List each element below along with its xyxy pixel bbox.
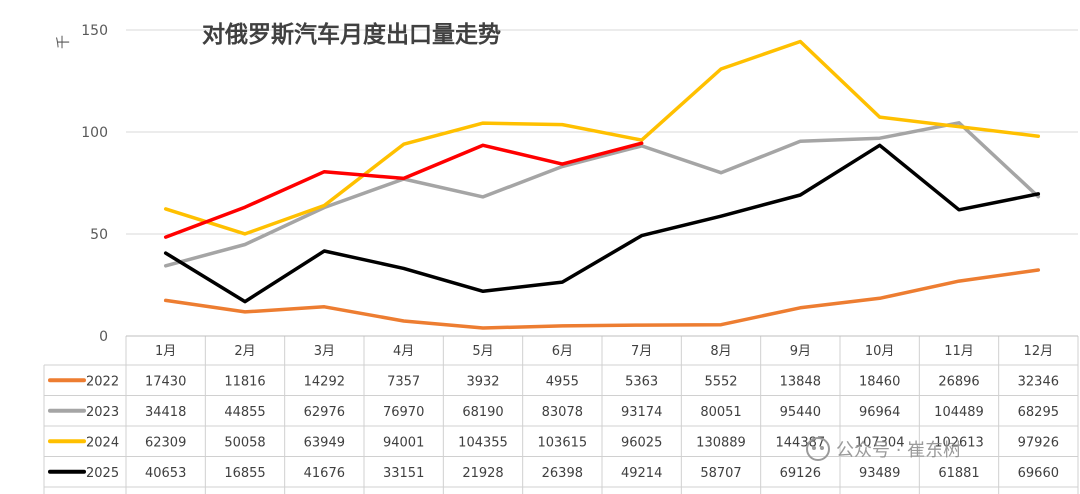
table-cell: 68295	[1018, 405, 1059, 420]
table-cell: 13848	[780, 374, 821, 389]
table-cell: 93489	[859, 466, 900, 481]
table-cell: 32346	[1018, 374, 1059, 389]
table-cell: 44855	[224, 405, 265, 420]
y-axis-label: 千	[56, 35, 72, 49]
table-cell: 102613	[934, 435, 984, 450]
table-cell: 3932	[466, 374, 499, 389]
table-cell: 103615	[538, 435, 588, 450]
table-cell: 14292	[304, 374, 345, 389]
series-name: 2022	[86, 374, 119, 389]
table-cell: 26398	[542, 466, 583, 481]
x-tick-label: 12月	[1024, 344, 1054, 359]
x-tick-label: 6月	[552, 344, 573, 359]
table-cell: 104489	[934, 405, 984, 420]
table-cell: 62309	[145, 435, 186, 450]
data-table: 1月 2月 3月 4月 5月 6月 7月 8月 9月 10月 11月 12月 2022 17430 1181…	[43, 335, 1079, 494]
y-tick-label: 50	[90, 227, 108, 243]
series-name: 2025	[86, 466, 119, 481]
table-cell: 33151	[383, 466, 424, 481]
table-cell: 95440	[780, 405, 821, 420]
series-lines	[163, 39, 1041, 330]
x-tick-label: 1月	[155, 344, 176, 359]
table-cell: 5552	[704, 374, 737, 389]
y-tick-label: 150	[81, 23, 108, 39]
x-tick-label: 2月	[234, 344, 255, 359]
chart-title: 对俄罗斯汽车月度出口量走势	[202, 21, 501, 48]
table-cell: 41676	[304, 466, 345, 481]
wechat-public-account-icon	[806, 437, 830, 461]
x-tick-label: 5月	[472, 344, 493, 359]
table-cell: 34418	[145, 405, 186, 420]
x-tick-label: 7月	[631, 344, 652, 359]
watermark-text: 公众号 · 崔东树	[836, 440, 961, 461]
table-cell: 69660	[1018, 466, 1059, 481]
y-axis: 0 50 100 150	[81, 23, 108, 345]
table-cell: 40653	[145, 466, 186, 481]
table-cell: 63949	[304, 435, 345, 450]
table-cell: 68190	[462, 405, 503, 420]
table-cell: 107304	[855, 435, 905, 450]
table-cell: 80051	[700, 405, 741, 420]
series-line-2024	[163, 39, 1041, 236]
table-cell: 16855	[224, 466, 265, 481]
table-cell: 76970	[383, 405, 424, 420]
table-cell: 94001	[383, 435, 424, 450]
x-tick-label: 3月	[314, 344, 335, 359]
y-tick-label: 0	[99, 329, 108, 345]
table-cell: 7357	[387, 374, 420, 389]
table-cell: 4955	[546, 374, 579, 389]
series-line-2026	[163, 141, 644, 239]
x-tick-label: 10月	[865, 344, 895, 359]
table-cell: 26896	[938, 374, 979, 389]
table-cell: 97926	[1018, 435, 1059, 450]
x-tick-label: 4月	[393, 344, 414, 359]
table-cell: 96025	[621, 435, 662, 450]
table-cell: 21928	[462, 466, 503, 481]
table-cell: 61881	[938, 466, 979, 481]
x-tick-label: 8月	[710, 344, 731, 359]
table-cell: 96964	[859, 405, 900, 420]
table-cell: 104355	[458, 435, 508, 450]
y-tick-label: 100	[81, 125, 108, 141]
x-tick-label: 11月	[944, 344, 974, 359]
watermark: 公众号 · 崔东树	[806, 437, 961, 461]
table-cell: 58707	[700, 466, 741, 481]
table-cell: 17430	[145, 374, 186, 389]
x-tick-label: 9月	[790, 344, 811, 359]
table-cell: 11816	[224, 374, 265, 389]
series-name: 2023	[86, 405, 119, 420]
table-cell: 69126	[780, 466, 821, 481]
table-cell: 49214	[621, 466, 662, 481]
table-cell: 5363	[625, 374, 658, 389]
table-cell: 130889	[696, 435, 746, 450]
table-cell: 93174	[621, 405, 662, 420]
table-cell: 50058	[224, 435, 265, 450]
series-line-2025	[163, 143, 1041, 304]
table-cell: 18460	[859, 374, 900, 389]
series-line-2023	[163, 121, 1041, 268]
series-line-2022	[163, 268, 1041, 330]
series-name: 2024	[86, 435, 119, 450]
table-cell: 62976	[304, 405, 345, 420]
table-cell: 83078	[542, 405, 583, 420]
